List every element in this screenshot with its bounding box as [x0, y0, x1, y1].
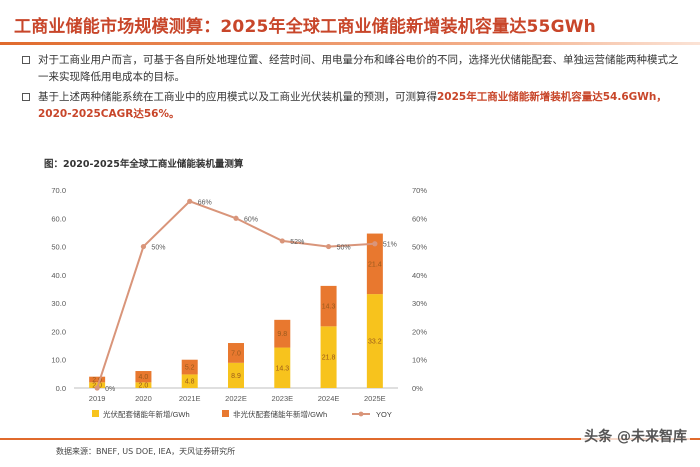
- bar-data-label: 5.2: [185, 365, 195, 372]
- bar-pv: [135, 382, 152, 388]
- square-bullet-icon: [22, 93, 30, 101]
- bar-nonpv: [320, 285, 337, 327]
- y-right-tick-label: 70%: [412, 186, 427, 195]
- yoy-data-label: 51%: [383, 242, 397, 249]
- y-right-tick-label: 60%: [412, 214, 427, 223]
- bar-nonpv: [89, 376, 106, 383]
- bar-data-label: 4.0: [139, 374, 149, 381]
- yoy-point: [279, 238, 285, 244]
- bar-data-label: 21.8: [322, 355, 336, 362]
- x-tick-label: 2022E: [225, 394, 247, 403]
- bar-data-label: 2.0: [92, 377, 102, 384]
- footer-rule: [0, 438, 700, 440]
- bar-data-label: 21.4: [368, 261, 382, 268]
- bullet-text-1: 对于工商业用户而言，可基于各自所处地理位置、经营时间、用电量分布和峰谷电价的不同…: [38, 54, 679, 83]
- bar-data-label: 7.0: [231, 350, 241, 357]
- bar-data-label: 14.3: [275, 365, 289, 372]
- yoy-data-label: 52%: [290, 239, 304, 246]
- y-right-tick-label: 30%: [412, 299, 427, 308]
- yoy-point: [94, 385, 100, 391]
- bar-data-label: 14.3: [322, 304, 336, 311]
- bar-nonpv: [135, 371, 152, 383]
- y-left-tick-label: 60.0: [51, 214, 66, 223]
- y-left-tick-label: 40.0: [51, 271, 66, 280]
- watermark: 头条 @未来智库: [581, 426, 690, 446]
- square-bullet-icon: [22, 56, 30, 64]
- bar-pv: [181, 374, 198, 388]
- bullet-item-1: 对于工商业用户而言，可基于各自所处地理位置、经营时间、用电量分布和峰谷电价的不同…: [22, 52, 682, 86]
- title-rule: [0, 42, 700, 45]
- legend-yoy-marker: [358, 411, 364, 417]
- y-right-tick-label: 50%: [412, 243, 427, 252]
- bar-pv: [366, 294, 383, 388]
- bar-pv: [274, 347, 291, 388]
- y-left-tick-label: 10.0: [51, 356, 66, 365]
- y-right-tick-label: 20%: [412, 327, 427, 336]
- bar-data-label: 33.2: [368, 339, 382, 346]
- x-tick-label: 2025E: [364, 394, 386, 403]
- bar-nonpv: [181, 359, 198, 375]
- bar-pv: [320, 326, 337, 388]
- legend-pv-swatch: [92, 410, 99, 417]
- y-left-tick-label: 20.0: [51, 327, 66, 336]
- yoy-point: [233, 215, 239, 221]
- bar-nonpv: [228, 343, 244, 363]
- legend-yoy-label: YOY: [376, 410, 392, 419]
- x-tick-label: 2021E: [179, 394, 201, 403]
- bar-pv: [228, 362, 244, 388]
- y-left-tick-label: 70.0: [51, 186, 66, 195]
- yoy-point: [140, 243, 147, 250]
- bullet-item-2: 基于上述两种储能系统在工商业中的应用模式以及工商业光伏装机量的预测，可测算得20…: [22, 89, 682, 123]
- legend-pv-label: 光伏配套储能年新增/GWh: [103, 409, 190, 419]
- x-tick-label: 2019: [89, 394, 106, 403]
- bullet-highlight-2: 2025年工商业储能新增装机容量达54.6GWh，2020-2025CAGR达5…: [38, 91, 667, 120]
- x-tick-label: 2024E: [318, 394, 340, 403]
- x-tick-label: 2020: [135, 394, 152, 403]
- y-right-tick-label: 10%: [412, 356, 427, 365]
- bar-nonpv: [274, 319, 291, 348]
- y-left-tick-label: 30.0: [51, 299, 66, 308]
- data-source: 数据来源：BNEF, US DOE, IEA，天风证券研究所: [56, 447, 236, 456]
- bullet-text-2: 基于上述两种储能系统在工商业中的应用模式以及工商业光伏装机量的预测，可测算得: [38, 91, 437, 103]
- bar-data-label: 4.8: [185, 379, 195, 386]
- bar-data-label: 2.0: [139, 383, 149, 390]
- yoy-point: [325, 243, 332, 250]
- y-left-tick-label: 50.0: [51, 243, 66, 252]
- bar-data-label: 9.8: [277, 331, 287, 338]
- y-right-tick-label: 0%: [412, 384, 423, 393]
- yoy-data-label: 50%: [337, 245, 351, 252]
- legend-nonpv-swatch: [222, 410, 229, 417]
- yoy-data-label: 60%: [244, 216, 258, 223]
- page-title: 工商业储能市场规模测算：2025年全球工商业储能新增装机容量达55GWh: [14, 17, 596, 37]
- yoy-point: [372, 241, 378, 247]
- x-tick-label: 2023E: [271, 394, 293, 403]
- bullet-list: 对于工商业用户而言，可基于各自所处地理位置、经营时间、用电量分布和峰谷电价的不同…: [22, 52, 682, 126]
- chart-title: 图：2020-2025年全球工商业储能装机量测算: [44, 159, 244, 170]
- legend-nonpv-label: 非光伏配套储能年新增/GWh: [233, 409, 327, 419]
- yoy-data-label: 50%: [151, 245, 165, 252]
- bar-nonpv: [366, 233, 383, 295]
- bar-data-label: 8.9: [231, 373, 241, 380]
- y-right-tick-label: 40%: [412, 271, 427, 280]
- yoy-data-label: 0%: [105, 386, 115, 393]
- yoy-point: [187, 198, 193, 204]
- y-left-tick-label: 0.0: [56, 384, 66, 393]
- yoy-data-label: 66%: [198, 199, 212, 206]
